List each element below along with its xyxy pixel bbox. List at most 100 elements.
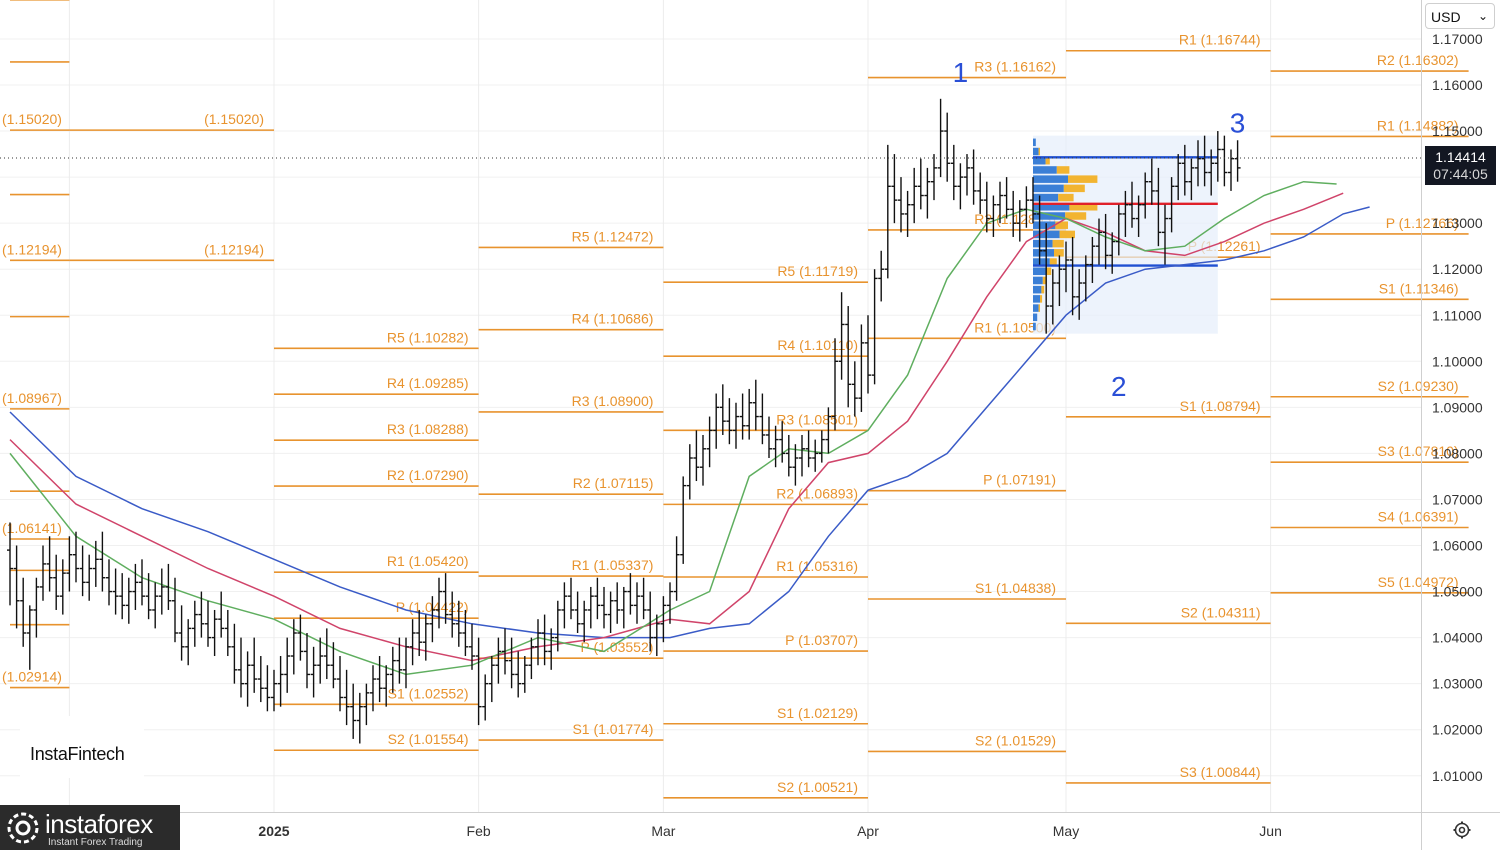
- ohlc-bar: [145, 573, 152, 620]
- chevron-down-icon: ⌄: [1477, 9, 1488, 23]
- pivot-label: R1 (1.14882): [1377, 117, 1459, 133]
- ohlc-bar: [983, 181, 990, 233]
- pivot-label: S1 (1.02552): [388, 685, 469, 701]
- ohlc-bar: [429, 596, 436, 643]
- ohlc-bar: [330, 642, 337, 689]
- volume-bar-up: [1033, 304, 1039, 312]
- ohlc-bar: [799, 434, 805, 477]
- ohlc-bar: [779, 421, 786, 463]
- ohlc-bar: [660, 596, 667, 643]
- volume-bar-up: [1033, 285, 1042, 294]
- pivot-label: R1 (1.16744): [1179, 32, 1261, 48]
- pivot-label: R4 (1.10110): [777, 337, 858, 353]
- pivot-label: (1.15020): [204, 111, 264, 127]
- ohlc-bar: [191, 600, 198, 647]
- pivot-label: S1 (1.01774): [572, 721, 653, 737]
- ohlc-bar: [1030, 177, 1036, 224]
- volume-bar-down: [1049, 258, 1057, 266]
- volume-bar-up: [1033, 276, 1043, 285]
- currency-value: USD: [1431, 9, 1461, 25]
- ohlc-bar: [495, 637, 502, 684]
- volume-bar-down: [1063, 184, 1085, 193]
- ohlc-bar: [158, 568, 165, 615]
- y-tick-label: 1.11000: [1432, 307, 1482, 323]
- wave-labels: 1 2 3: [953, 57, 1246, 402]
- ohlc-bar: [911, 167, 918, 224]
- ohlc-bar: [231, 623, 238, 684]
- ohlc-bar: [977, 172, 984, 214]
- ohlc-bar: [66, 536, 73, 592]
- ohlc-bar: [898, 177, 904, 233]
- ohlc-bar: [92, 540, 99, 587]
- volume-bar-down: [1058, 193, 1074, 202]
- pivot-label: S2 (1.01529): [975, 732, 1056, 748]
- ohlc-bar: [1063, 241, 1069, 293]
- ohlc-bar: [376, 656, 383, 703]
- ohlc-bar: [871, 269, 878, 385]
- current-price: 1.14414: [1435, 149, 1486, 165]
- ohlc-bar: [759, 393, 766, 445]
- ohlc-bar: [766, 416, 772, 459]
- ohlc-bar: [363, 683, 370, 726]
- ohlc-bar: [561, 582, 568, 629]
- x-tick-label: Feb: [467, 823, 491, 839]
- ohlc-bar: [251, 637, 258, 693]
- volume-bar-up: [1033, 322, 1036, 331]
- ohlc-bar: [304, 632, 310, 689]
- ohlc-bar: [244, 651, 251, 707]
- ohlc-bar: [1069, 236, 1076, 316]
- ohlc-bar: [482, 674, 489, 721]
- ohlc-bar: [574, 591, 581, 633]
- ohlc-bar: [673, 536, 680, 601]
- ohlc-bar: [264, 665, 271, 712]
- ohlc-bar: [436, 577, 442, 629]
- pivot-label: R5 (1.12472): [572, 228, 654, 244]
- ohlc-bar: [1221, 135, 1228, 187]
- currency-selector[interactable]: USD ⌄: [1425, 3, 1495, 29]
- ohlc-bar: [554, 600, 561, 652]
- pivot-label: S5 (1.04972): [1378, 574, 1459, 590]
- volume-bar-down: [1038, 147, 1040, 156]
- ohlc-bar: [541, 614, 548, 666]
- ohlc-bar: [614, 582, 621, 624]
- volume-bar-up: [1033, 175, 1068, 183]
- ohlc-bar: [1181, 144, 1188, 196]
- pivot-label: S2 (1.00521): [777, 779, 858, 795]
- pivot-label: R3 (1.16162): [974, 59, 1056, 75]
- volume-bar-up: [1033, 147, 1039, 156]
- ohlc-bar: [1115, 204, 1122, 256]
- ohlc-bar: [1016, 200, 1023, 242]
- ohlc-bar: [59, 559, 66, 615]
- ohlc-bar: [957, 163, 964, 210]
- pivot-label: S3 (1.00844): [1180, 764, 1261, 780]
- ohlc-bar: [284, 637, 291, 693]
- ohlc-bar: [40, 545, 46, 601]
- ohlc-bar: [713, 393, 720, 449]
- y-tick-label: 1.02000: [1432, 722, 1483, 738]
- ohlc-bar: [1049, 269, 1056, 325]
- ohlc-bar: [1023, 186, 1030, 228]
- ohlc-bar: [865, 315, 871, 394]
- ohlc-bar: [937, 98, 944, 178]
- ohlc-bar: [271, 669, 277, 712]
- volume-bar-down: [1068, 175, 1098, 183]
- gear-icon[interactable]: [1452, 820, 1472, 840]
- ohlc-bar: [416, 609, 423, 657]
- pivot-label: P (1.07191): [983, 472, 1056, 488]
- ohlc-bar: [224, 609, 231, 657]
- volume-bar-up: [1033, 138, 1036, 147]
- ohlc-bar: [825, 407, 832, 454]
- ohlc-bar: [726, 398, 733, 445]
- ohlc-bar: [403, 637, 409, 689]
- ohlc-bar: [343, 669, 350, 726]
- pivot-label: S2 (1.04311): [1181, 604, 1261, 620]
- ohlc-bar: [238, 637, 244, 698]
- logo-mark-icon: [7, 812, 39, 844]
- ohlc-bar: [508, 637, 515, 689]
- ohlc-bar: [383, 665, 390, 707]
- ohlc-bar: [878, 250, 885, 302]
- ohlc-bar: [198, 591, 205, 638]
- ohlc-bar: [13, 545, 20, 629]
- ohlc-bar: [851, 361, 858, 417]
